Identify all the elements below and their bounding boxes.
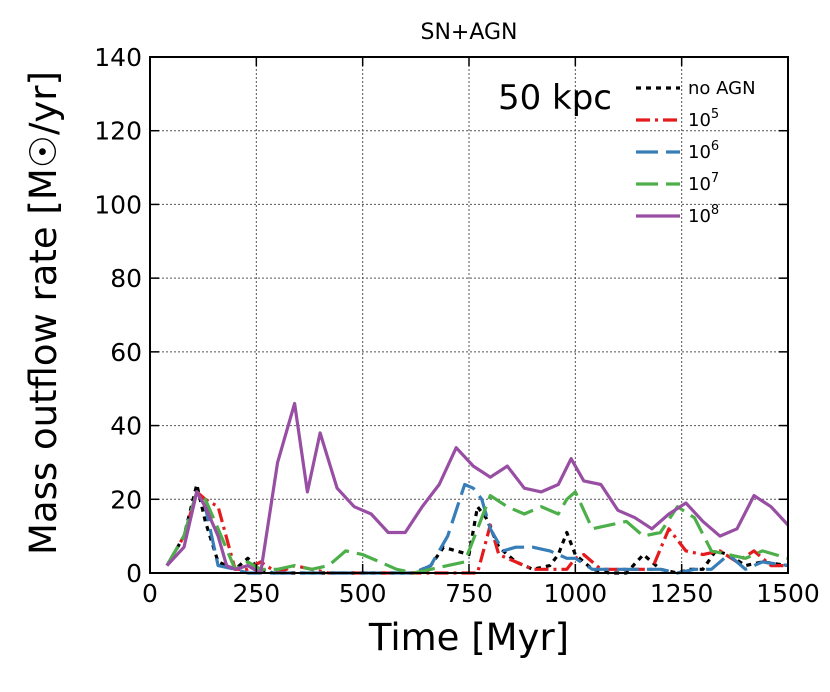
x-tick-label: 500 xyxy=(339,579,387,608)
series-line-0 xyxy=(165,482,789,575)
y-tick-label: 100 xyxy=(94,190,142,219)
legend-label: 108 xyxy=(688,203,719,227)
series-line-1 xyxy=(165,490,788,575)
legend-exponent: 5 xyxy=(711,107,719,122)
chart-title: SN+AGN xyxy=(420,20,517,45)
tick-layer: 0 250 500 750 1000 1250 1500 0 20 40 60 80 100 120 140 xyxy=(94,43,820,608)
legend-label: no AGN xyxy=(688,78,756,99)
legend-label: 106 xyxy=(688,139,719,163)
x-tick-label: 1250 xyxy=(650,579,714,608)
legend-exponent: 8 xyxy=(711,203,719,218)
x-tick-label: 0 xyxy=(142,579,158,608)
legend-exponent: 6 xyxy=(711,139,719,154)
legend-label-text: 10 xyxy=(688,142,711,163)
distance-annotation: 50 kpc xyxy=(498,78,612,118)
x-axis-label: Time [Myr] xyxy=(368,616,569,659)
grid-layer xyxy=(150,57,788,573)
series-line-2 xyxy=(165,482,789,575)
y-tick-label: 80 xyxy=(110,264,142,293)
x-tick-label: 250 xyxy=(232,579,280,608)
y-tick-label: 60 xyxy=(110,338,142,367)
y-tick-label: 0 xyxy=(126,559,142,588)
y-tick-label: 120 xyxy=(94,117,142,146)
legend-label-text: no AGN xyxy=(688,78,756,99)
y-axis-label: Mass outflow rate [M☉/yr] xyxy=(22,71,65,555)
y-tick-label: 20 xyxy=(110,485,142,514)
y-tick-label: 140 xyxy=(94,43,142,72)
x-tick-label: 750 xyxy=(445,579,493,608)
legend-label-text: 10 xyxy=(688,174,711,195)
series-line-3 xyxy=(165,490,789,575)
series-line-4 xyxy=(165,401,790,575)
y-tick-label: 40 xyxy=(110,412,142,441)
legend-label: 105 xyxy=(688,107,719,131)
legend-label-text: 10 xyxy=(688,110,711,131)
series-layer xyxy=(165,401,790,575)
legend-exponent: 7 xyxy=(711,171,719,186)
x-tick-label: 1000 xyxy=(544,579,608,608)
x-tick-label: 1500 xyxy=(756,579,820,608)
legend-label: 107 xyxy=(688,171,719,195)
legend-label-text: 10 xyxy=(688,206,711,227)
